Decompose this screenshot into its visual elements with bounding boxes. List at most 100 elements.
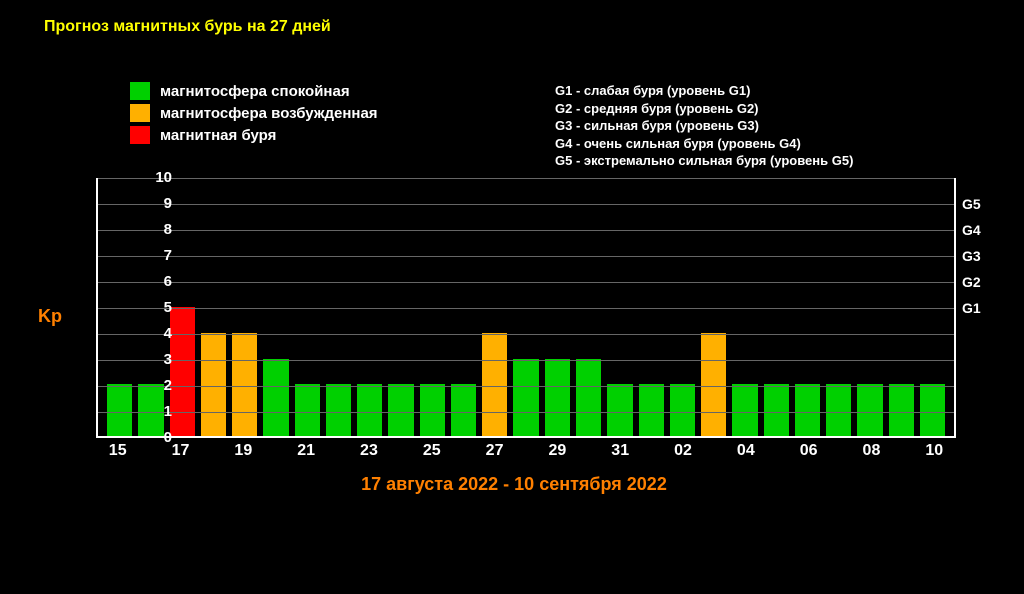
grid-line: [98, 204, 954, 205]
bar: [732, 384, 757, 436]
bar: [639, 384, 664, 436]
bar: [607, 384, 632, 436]
y-tick-label: 6: [150, 273, 172, 290]
x-tick-label: 21: [290, 442, 321, 460]
bar: [701, 333, 726, 436]
legend-label: магнитосфера возбужденная: [160, 105, 378, 122]
bar: [857, 384, 882, 436]
x-tick-label: 29: [542, 442, 573, 460]
y-tick-label: 9: [150, 195, 172, 212]
y-tick-label: 10: [150, 169, 172, 186]
g-tick-label: G4: [962, 222, 981, 238]
x-tick-label: [573, 442, 604, 460]
bar: [420, 384, 445, 436]
x-tick-label: 19: [228, 442, 259, 460]
y-tick-label: 0: [150, 429, 172, 446]
x-tick-label: [510, 442, 541, 460]
x-tick-label: [762, 442, 793, 460]
bar: [670, 384, 695, 436]
x-tick-label: [699, 442, 730, 460]
grid-line: [98, 282, 954, 283]
plot-area: [96, 178, 956, 438]
x-tick-label: [322, 442, 353, 460]
legend-item: магнитная буря: [130, 126, 378, 144]
bar: [263, 359, 288, 436]
x-tick-label: 27: [479, 442, 510, 460]
x-tick-label: 04: [730, 442, 761, 460]
bar: [482, 333, 507, 436]
legend-swatch: [130, 82, 150, 100]
x-tick-label: 25: [416, 442, 447, 460]
x-tick-label: 06: [793, 442, 824, 460]
bar: [388, 384, 413, 436]
g-tick-label: G1: [962, 300, 981, 316]
x-tick-label: 23: [353, 442, 384, 460]
g-legend-line: G1 - слабая буря (уровень G1): [555, 82, 853, 100]
grid-line: [98, 256, 954, 257]
y-tick-label: 5: [150, 299, 172, 316]
g-legend-line: G3 - сильная буря (уровень G3): [555, 117, 853, 135]
y-axis-label: Kp: [38, 306, 62, 327]
x-tick-label: 15: [102, 442, 133, 460]
x-tick-label: 02: [667, 442, 698, 460]
page-title: Прогноз магнитных бурь на 27 дней: [44, 18, 331, 36]
g-legend-line: G5 - экстремально сильная буря (уровень …: [555, 152, 853, 170]
grid-line: [98, 412, 954, 413]
bar: [920, 384, 945, 436]
legend-swatch: [130, 104, 150, 122]
x-tick-label: 08: [856, 442, 887, 460]
bar: [795, 384, 820, 436]
y-tick-label: 1: [150, 403, 172, 420]
y-tick-label: 7: [150, 247, 172, 264]
y-tick-label: 8: [150, 221, 172, 238]
x-tick-label: 31: [605, 442, 636, 460]
x-tick-label: [447, 442, 478, 460]
subtitle: 17 августа 2022 - 10 сентября 2022: [44, 474, 984, 495]
g-tick-label: G2: [962, 274, 981, 290]
x-tick-label: [636, 442, 667, 460]
legend-label: магнитная буря: [160, 127, 276, 144]
grid-line: [98, 178, 954, 179]
bar: [170, 307, 195, 436]
legend-item: магнитосфера спокойная: [130, 82, 378, 100]
bar: [326, 384, 351, 436]
bar: [232, 333, 257, 436]
x-tick-label: [196, 442, 227, 460]
grid-line: [98, 308, 954, 309]
g-legend-line: G2 - средняя буря (уровень G2): [555, 100, 853, 118]
legend-swatch: [130, 126, 150, 144]
legend-item: магнитосфера возбужденная: [130, 104, 378, 122]
x-tick-label: 10: [919, 442, 950, 460]
bar: [513, 359, 538, 436]
x-ticks: 1517192123252729310204060810: [96, 442, 956, 460]
g-legend-line: G4 - очень сильная буря (уровень G4): [555, 135, 853, 153]
bar: [826, 384, 851, 436]
bar: [295, 384, 320, 436]
x-tick-label: [259, 442, 290, 460]
g-tick-label: G5: [962, 196, 981, 212]
legend-label: магнитосфера спокойная: [160, 83, 350, 100]
g-tick-label: G3: [962, 248, 981, 264]
legend-left: магнитосфера спокойная магнитосфера возбу…: [130, 82, 378, 148]
bar: [545, 359, 570, 436]
bar: [201, 333, 226, 436]
bar: [764, 384, 789, 436]
bar: [889, 384, 914, 436]
grid-line: [98, 360, 954, 361]
bar: [357, 384, 382, 436]
bars-container: [98, 178, 954, 436]
chart: Kp 1517192123252729310204060810 17 авгус…: [44, 178, 984, 508]
x-tick-label: [887, 442, 918, 460]
grid-line: [98, 230, 954, 231]
bar: [451, 384, 476, 436]
x-tick-label: [824, 442, 855, 460]
x-tick-label: [385, 442, 416, 460]
y-tick-label: 2: [150, 377, 172, 394]
grid-line: [98, 334, 954, 335]
legend-right: G1 - слабая буря (уровень G1)G2 - средня…: [555, 82, 853, 170]
y-tick-label: 4: [150, 325, 172, 342]
grid-line: [98, 386, 954, 387]
bar: [576, 359, 601, 436]
y-tick-label: 3: [150, 351, 172, 368]
bar: [107, 384, 132, 436]
